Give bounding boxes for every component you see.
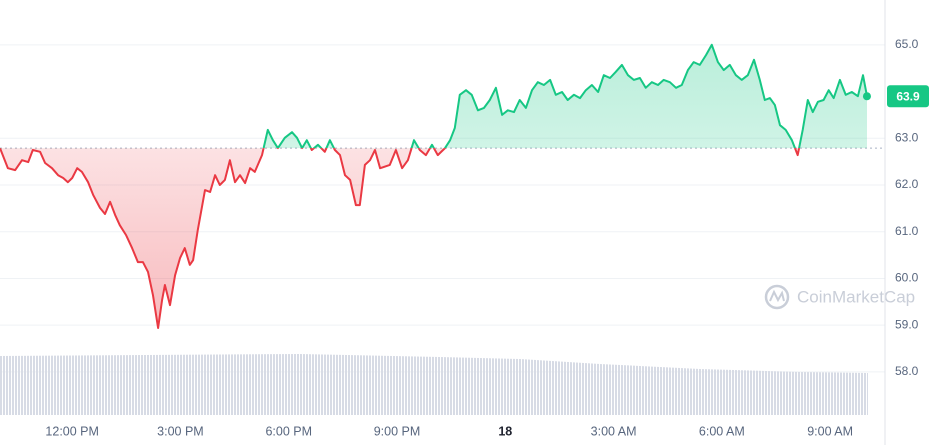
x-tick-label: 12:00 PM xyxy=(45,424,99,438)
price-badge xyxy=(887,85,929,108)
y-tick-label: 58.0 xyxy=(895,364,919,378)
x-tick-label: 18 xyxy=(498,424,512,438)
watermark-text: CoinMarketCap xyxy=(797,287,915,306)
price-line-up xyxy=(0,43,868,149)
x-tick-label: 6:00 AM xyxy=(699,424,745,438)
x-tick-label: 9:00 AM xyxy=(807,424,853,438)
x-tick-label: 9:00 PM xyxy=(374,424,421,438)
last-point xyxy=(862,92,871,101)
area-down xyxy=(0,148,867,328)
plot xyxy=(0,43,885,329)
watermark: CoinMarketCap xyxy=(764,284,915,310)
y-tick-label: 61.0 xyxy=(895,224,919,238)
x-tick-label: 6:00 PM xyxy=(265,424,312,438)
y-tick-label: 65.0 xyxy=(895,37,919,51)
y-tick-label: 63.0 xyxy=(895,130,919,144)
y-tick-label: 60.0 xyxy=(895,271,919,285)
y-tick-label: 59.0 xyxy=(895,317,919,331)
area-up xyxy=(263,44,867,149)
x-tick-label: 3:00 AM xyxy=(591,424,637,438)
price-badge-label: 63.9 xyxy=(896,89,920,103)
y-tick-label: 62.0 xyxy=(895,177,919,191)
x-tick-label: 3:00 PM xyxy=(157,424,204,438)
volume-bars xyxy=(0,354,868,415)
price-line-down xyxy=(0,148,801,329)
